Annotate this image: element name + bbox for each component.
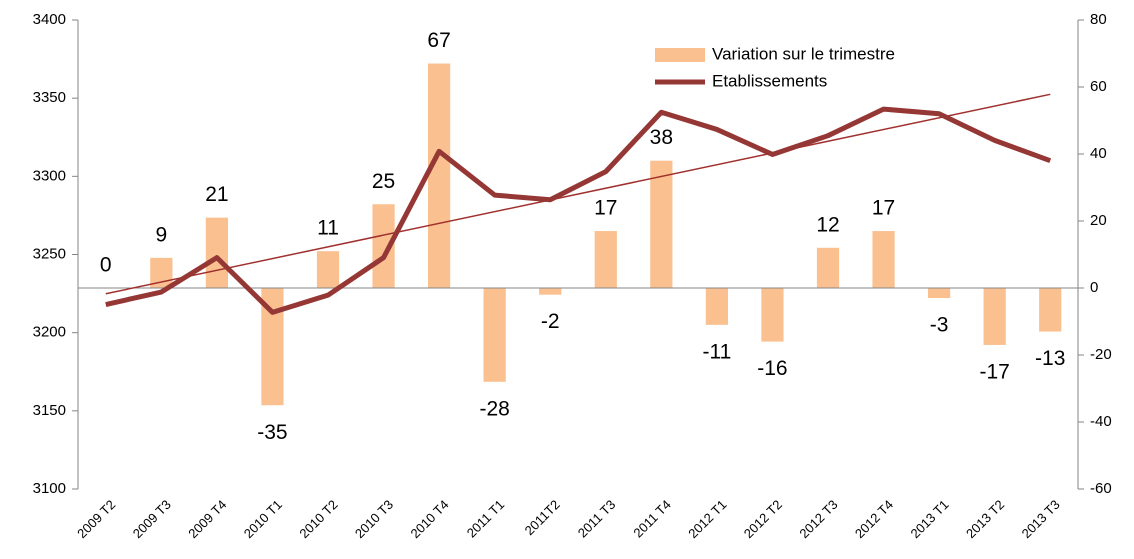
x-tick-label: 2011 T3 [575,497,618,540]
legend-label: Variation sur le trimestre [712,44,895,63]
x-tick-label: 2010 T4 [407,497,451,541]
bar [205,217,228,288]
bar [650,160,673,288]
x-tick-label: 2011 T4 [630,497,673,540]
data-label: 0 [100,254,112,277]
bar [705,288,728,325]
y-tick-label: 3300 [33,167,66,184]
data-label: 67 [427,29,450,52]
x-tick-label: 2012 T4 [852,497,896,541]
y-tick-label: 3150 [33,402,66,419]
data-label: -11 [702,340,731,363]
legend-swatch [655,48,705,62]
y2-tick-label: -40 [1090,413,1112,430]
y2-tick-label: 40 [1090,145,1107,162]
x-tick-label: 2012 T3 [796,497,840,541]
bar [761,288,784,342]
data-label: -28 [479,397,509,420]
bar [261,288,284,406]
x-tick-label: 2009 T4 [185,497,229,541]
x-tick-label: 2013 T3 [1019,497,1063,541]
data-label: -16 [757,357,787,380]
x-tick-label: 2009 T2 [74,497,118,541]
y2-tick-label: 80 [1090,11,1107,28]
y-tick-label: 3100 [33,480,66,497]
y2-tick-label: -20 [1090,346,1112,363]
bar [428,63,451,288]
x-tick-label: 2010 T3 [352,497,396,541]
data-label: 9 [155,223,167,246]
data-label: -17 [979,360,1009,383]
bar [983,288,1006,345]
x-tick-label: 2010 T1 [241,497,285,541]
x-tick-label: 2011T2 [522,497,563,538]
bar [483,288,506,382]
bar [928,288,951,299]
x-tick-label: 2010 T2 [296,497,340,541]
bar [539,288,562,295]
trend-line [105,93,1051,295]
line [105,106,1052,315]
y-tick-label: 3400 [33,11,66,28]
data-label: -3 [930,314,949,337]
legend-label: Etablissements [712,71,827,90]
x-tick-label: 2012 T1 [685,497,729,541]
bar [316,251,340,288]
y-tick-label: 3250 [33,245,66,262]
y-tick-label: 3200 [33,324,66,341]
data-label: 25 [372,170,395,193]
data-label: 17 [594,197,617,220]
x-tick-label: 2013 T1 [907,497,951,541]
data-label: 21 [205,183,228,206]
bar [1039,288,1062,332]
data-label: 17 [872,197,895,220]
bar [872,231,895,288]
y-tick-label: 3350 [33,89,66,106]
data-label: 38 [650,126,673,149]
data-label: 11 [317,217,339,240]
data-label: 12 [816,213,839,236]
data-label: -13 [1035,347,1065,370]
bar [816,247,840,288]
bar [372,204,395,288]
data-label: -2 [541,310,560,333]
y2-tick-label: 20 [1090,212,1107,229]
x-tick-label: 2009 T3 [130,497,174,541]
x-tick-label: 2013 T2 [963,497,1007,541]
data-label: -35 [257,421,287,444]
y2-tick-label: -60 [1090,480,1112,497]
y2-tick-label: 60 [1090,78,1107,95]
bar [594,231,617,288]
x-tick-label: 2011 T1 [464,497,507,540]
x-tick-label: 2012 T2 [741,497,785,541]
y2-tick-label: 0 [1090,279,1098,296]
